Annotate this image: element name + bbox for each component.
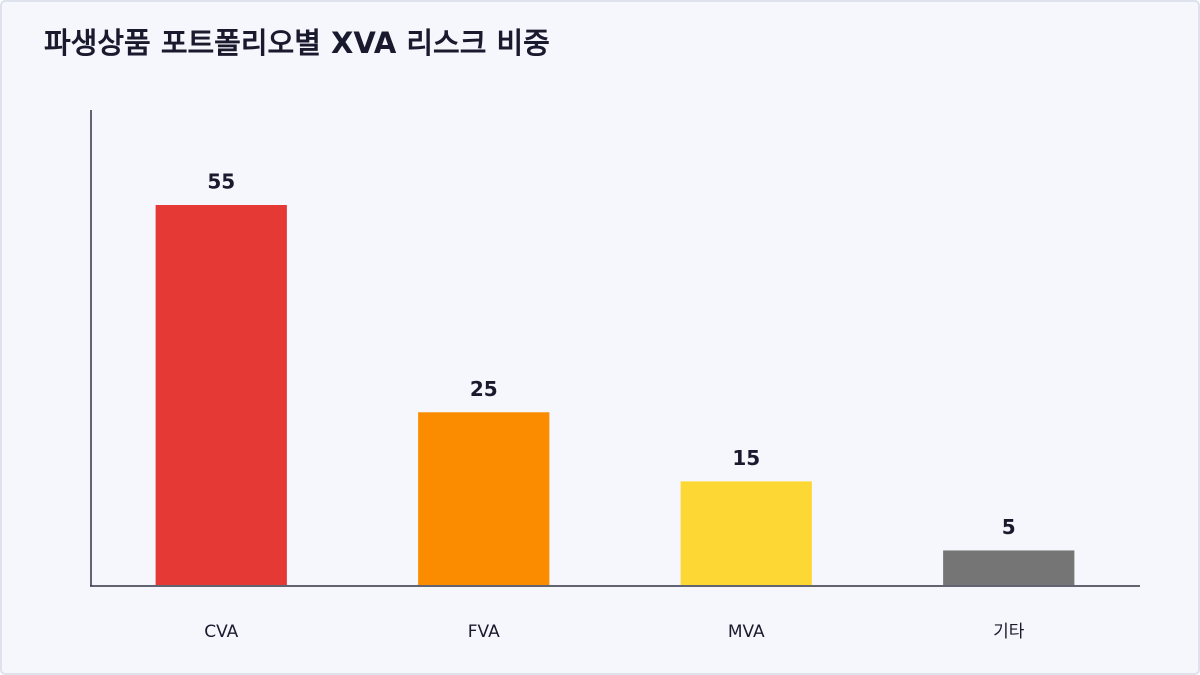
value-label: 55	[207, 170, 235, 194]
value-label: 15	[732, 446, 760, 470]
bar	[418, 412, 550, 585]
x-tick-label: MVA	[728, 622, 765, 642]
bar	[680, 481, 812, 585]
value-label: 5	[1002, 515, 1016, 539]
chart-title: 파생상품 포트폴리오별 XVA 리스크 비중	[44, 26, 550, 60]
x-tick-label: CVA	[204, 622, 238, 642]
bar	[155, 205, 287, 585]
value-label: 25	[470, 377, 498, 401]
x-tick-label: FVA	[468, 622, 500, 642]
x-tick-label: 기타	[993, 622, 1025, 642]
bar	[943, 550, 1075, 585]
